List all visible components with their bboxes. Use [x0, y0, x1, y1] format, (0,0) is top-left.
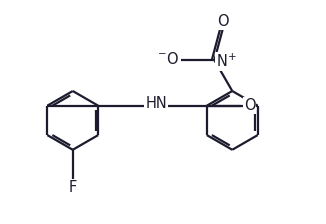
Text: $^{-}$O: $^{-}$O [157, 51, 179, 67]
Text: HN: HN [145, 96, 167, 111]
Text: N$^{+}$: N$^{+}$ [216, 53, 237, 70]
Text: O: O [244, 98, 255, 113]
Text: O: O [217, 14, 229, 29]
Text: F: F [69, 180, 77, 195]
